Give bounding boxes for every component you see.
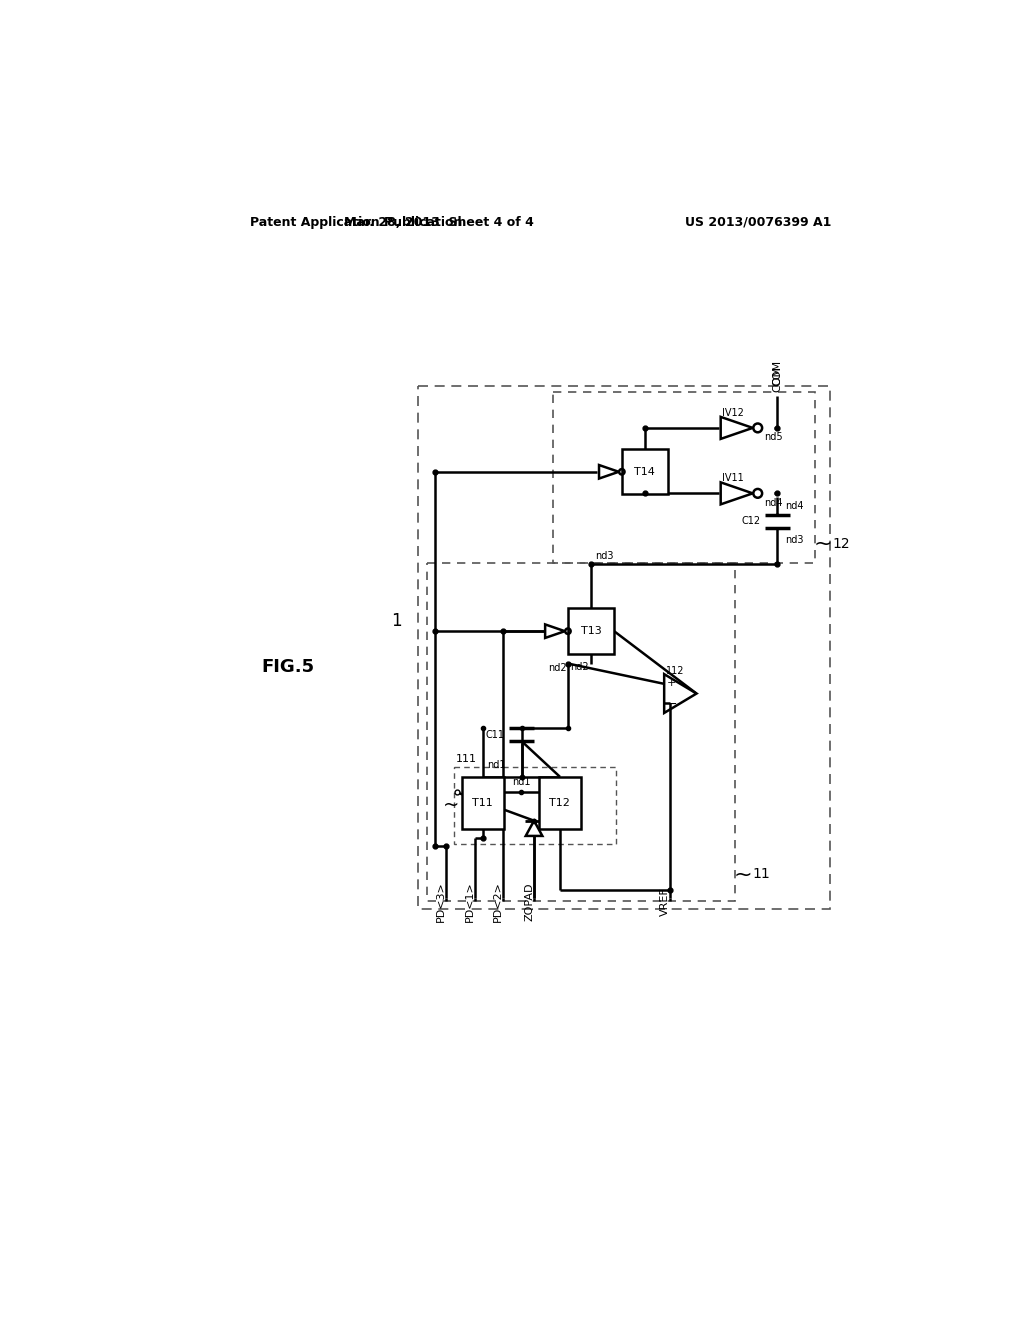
Text: 11: 11 — [752, 867, 770, 882]
Text: T14: T14 — [635, 467, 655, 477]
Text: nd3: nd3 — [595, 552, 613, 561]
Text: +: + — [668, 677, 677, 688]
Text: Mar. 28, 2013  Sheet 4 of 4: Mar. 28, 2013 Sheet 4 of 4 — [344, 215, 534, 228]
Text: ~: ~ — [813, 535, 833, 554]
Text: nd5: nd5 — [764, 432, 782, 442]
Text: C11: C11 — [485, 730, 505, 739]
Text: COM: COM — [772, 367, 782, 392]
Text: PD<1>: PD<1> — [465, 880, 475, 921]
Text: FIG.5: FIG.5 — [262, 657, 315, 676]
Text: nd1: nd1 — [512, 776, 530, 787]
Bar — [418, 385, 829, 909]
Text: IV11: IV11 — [722, 474, 743, 483]
Text: T11: T11 — [472, 797, 494, 808]
Text: 12: 12 — [833, 537, 850, 552]
Text: nd4: nd4 — [785, 500, 804, 511]
Bar — [553, 392, 815, 564]
Text: PD<3>: PD<3> — [436, 880, 446, 921]
Text: IV12: IV12 — [722, 408, 743, 418]
Text: T13: T13 — [581, 626, 601, 636]
Bar — [622, 449, 668, 494]
Text: C12: C12 — [741, 516, 761, 527]
Bar — [462, 776, 504, 829]
Text: ~: ~ — [733, 865, 752, 884]
Text: −: − — [667, 698, 677, 711]
Bar — [568, 609, 614, 655]
Bar — [539, 776, 581, 829]
Text: nd2: nd2 — [570, 663, 589, 672]
Text: US 2013/0076399 A1: US 2013/0076399 A1 — [685, 215, 831, 228]
Text: Patent Application Publication: Patent Application Publication — [250, 215, 462, 228]
Text: VREF: VREF — [659, 887, 670, 916]
Text: 111: 111 — [456, 754, 476, 764]
Text: 112: 112 — [666, 665, 684, 676]
Bar — [454, 767, 615, 843]
Text: ZQPAD: ZQPAD — [524, 882, 535, 921]
Text: T12: T12 — [550, 797, 570, 808]
Text: PD<2>: PD<2> — [494, 880, 503, 921]
Text: nd4: nd4 — [764, 498, 782, 508]
Text: COM: COM — [772, 360, 782, 387]
Text: nd2: nd2 — [548, 663, 566, 673]
Text: ~: ~ — [442, 796, 459, 814]
Text: nd1: nd1 — [486, 760, 505, 770]
Text: 1: 1 — [391, 612, 401, 630]
Bar — [427, 562, 735, 902]
Text: nd3: nd3 — [785, 536, 804, 545]
